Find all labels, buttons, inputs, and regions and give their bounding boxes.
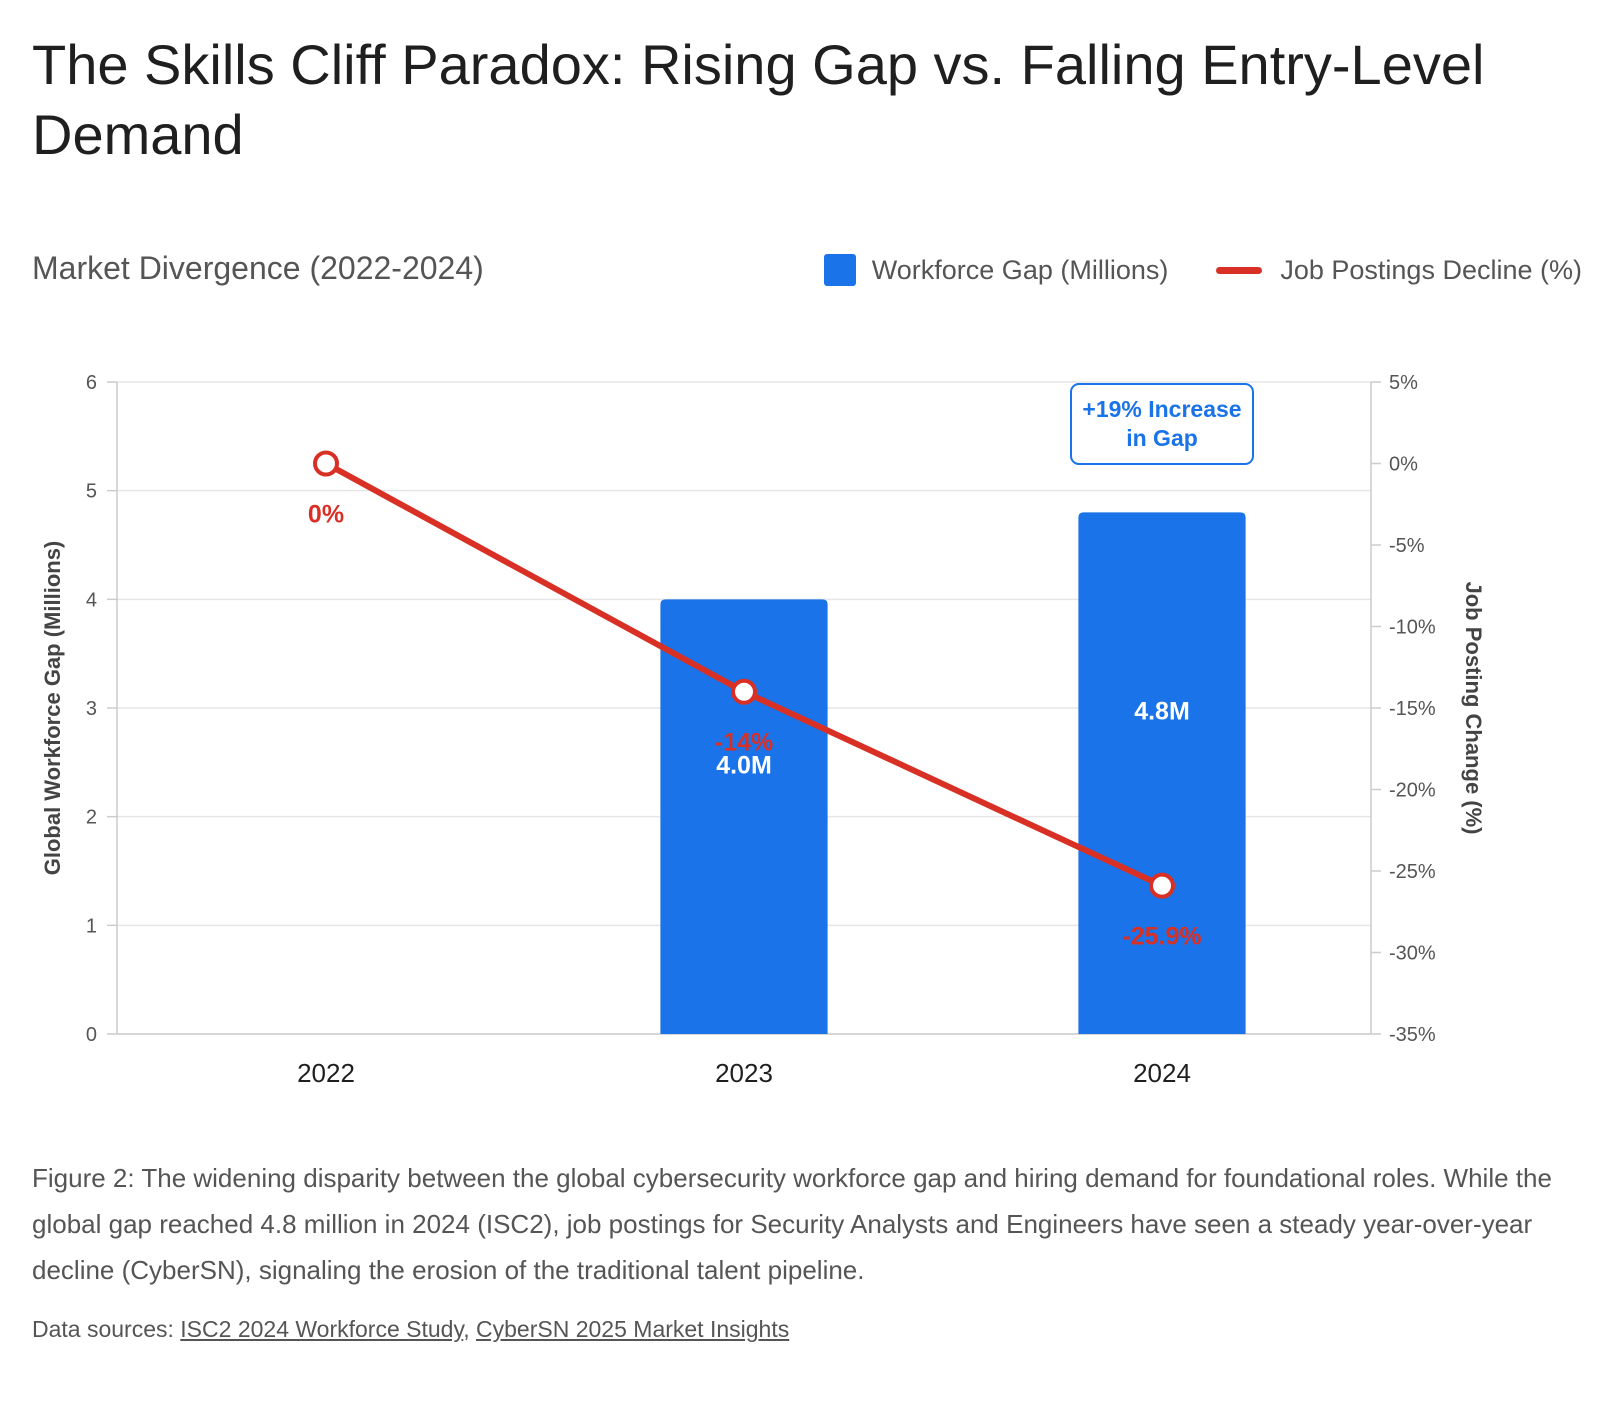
bar — [660, 599, 828, 1034]
left-tick-label: 4 — [86, 589, 97, 611]
bar-data-label: 4.8M — [1134, 698, 1190, 726]
source-link-isc2[interactable]: ISC2 2024 Workforce Study — [180, 1316, 464, 1342]
x-tick-label: 2023 — [715, 1058, 773, 1088]
right-tick-label: -20% — [1389, 780, 1436, 802]
legend-label-line: Job Postings Decline (%) — [1280, 254, 1582, 285]
figure-caption: Figure 2: The widening disparity between… — [32, 1163, 1552, 1285]
x-tick-label: 2024 — [1133, 1058, 1191, 1088]
chart-subtitle: Market Divergence (2022-2024) — [32, 250, 484, 286]
right-tick-label: -30% — [1389, 943, 1436, 965]
combo-chart: 0 1 2 3 4 5 6 5% 0% -5% -10% -15% -20% -25% -30% -35% 20… — [40, 372, 1486, 1088]
bar — [1078, 512, 1246, 1034]
right-tick-label: -5% — [1389, 535, 1425, 557]
left-tick-label: 3 — [86, 698, 97, 720]
right-tick-label: 5% — [1389, 372, 1418, 394]
left-tick-label: 0 — [86, 1024, 97, 1046]
left-tick-label: 6 — [86, 372, 97, 394]
right-tick-label: -25% — [1389, 861, 1436, 883]
line-data-label: 0% — [308, 501, 344, 529]
legend-item-line: Job Postings Decline (%) — [1216, 255, 1582, 286]
line-point — [313, 450, 339, 477]
right-tick-label: -15% — [1389, 698, 1436, 720]
annotation-text: in Gap — [1126, 425, 1198, 451]
sources-separator: , — [463, 1316, 477, 1342]
left-tick-label: 1 — [86, 915, 97, 937]
left-tick-label: 5 — [86, 481, 97, 503]
right-tick-label: -35% — [1389, 1024, 1436, 1046]
line-data-label: -14% — [715, 729, 773, 757]
data-sources: Data sources: ISC2 2024 Workforce Study,… — [32, 1316, 789, 1343]
legend-swatch-line — [1216, 266, 1263, 274]
legend-label-bar: Workforce Gap (Millions) — [871, 254, 1169, 285]
y-left-axis-title: Global Workforce Gap (Millions) — [40, 541, 65, 876]
sources-prefix: Data sources: — [32, 1316, 181, 1342]
bar-data-label: 4.0M — [716, 752, 772, 780]
page-title: The Skills Cliff Paradox: Rising Gap vs.… — [32, 33, 1485, 166]
x-tick-label: 2022 — [297, 1058, 355, 1088]
annotation-text: +19% Increase — [1082, 396, 1241, 422]
right-tick-label: -10% — [1389, 617, 1436, 639]
y-right-axis-title: Job Posting Change (%) — [1461, 582, 1486, 835]
annotation-box — [1070, 383, 1254, 465]
line-point — [731, 678, 757, 705]
chart-legend: Workforce Gap (Millions) Job Postings De… — [776, 254, 1582, 286]
left-tick-label: 2 — [86, 807, 97, 829]
legend-item-bar: Workforce Gap (Millions) — [823, 254, 1169, 286]
line-point — [1149, 872, 1175, 899]
line-data-label: -25.9% — [1122, 923, 1201, 951]
right-tick-label: 0% — [1389, 454, 1418, 476]
legend-swatch-bar — [823, 254, 856, 286]
source-link-cybersn[interactable]: CyberSN 2025 Market Insights — [476, 1316, 790, 1342]
